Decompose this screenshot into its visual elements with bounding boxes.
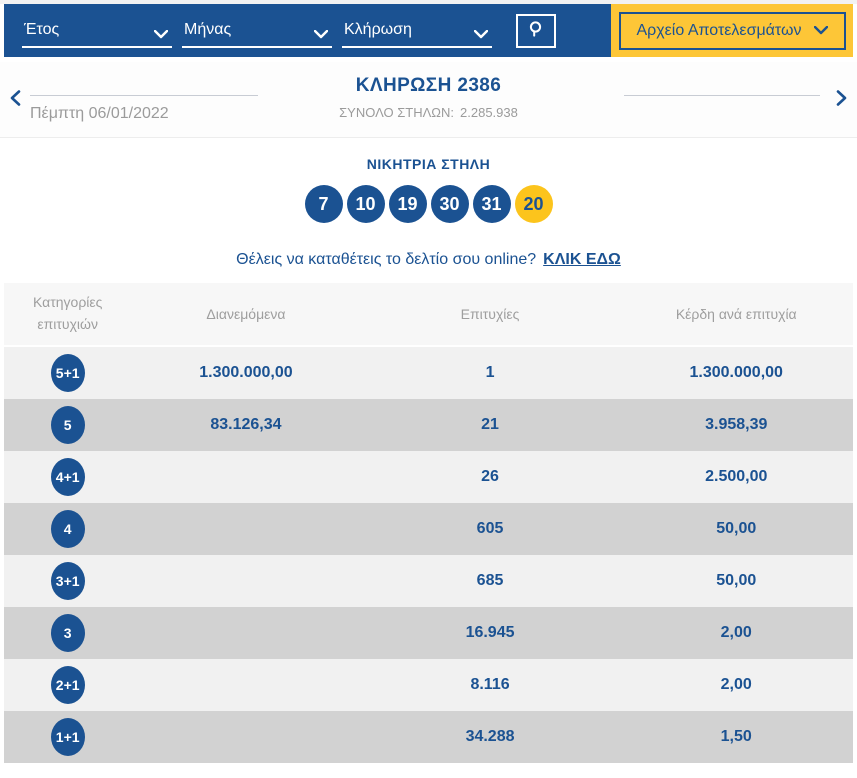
columns-total-label: ΣΥΝΟΛΟ ΣΤΗΛΩΝ:	[339, 105, 455, 120]
online-cta-line: Θέλεις να καταθέτεις το δελτίο σου onlin…	[0, 251, 857, 269]
previous-draw-button[interactable]	[8, 88, 23, 111]
click-here-link[interactable]: ΚΛΙΚ ΕΔΩ	[543, 251, 621, 268]
winners-cell: 605	[476, 520, 504, 537]
winners-cell: 1	[485, 364, 495, 381]
header-categories: Κατηγορίες επιτυχιών	[32, 294, 103, 332]
draw-title-block: ΚΛΗΡΩΣΗ 2386 ΣΥΝΟΛΟ ΣΤΗΛΩΝ: 2.285.938	[0, 75, 857, 120]
table-body: 5+1 1.300.000,00 1 1.300.000,00 5 83.126…	[4, 347, 853, 763]
prize-cell: 2,00	[720, 676, 752, 693]
winners-cell: 34.288	[465, 728, 515, 745]
draw-dropdown[interactable]: Κλήρωση	[342, 14, 492, 48]
chevron-down-icon	[474, 29, 488, 39]
chevron-down-icon	[813, 26, 828, 35]
category-badge: 2+1	[50, 666, 85, 704]
table-row: 4+1 26 2.500,00	[4, 451, 853, 503]
category-badge: 4+1	[50, 458, 85, 496]
search-icon	[527, 20, 545, 41]
year-dropdown-label: Έτος	[24, 20, 60, 38]
month-dropdown-label: Μήνας	[184, 20, 232, 38]
category-badge: 5+1	[50, 354, 85, 392]
filters-section: Έτος Μήνας Κλήρωση	[4, 4, 611, 57]
prize-cell: 1.300.000,00	[689, 364, 783, 381]
header-distributed: Διανεμόμενα	[206, 306, 286, 322]
category-badge: 4	[50, 510, 85, 548]
winning-column-heading: ΝΙΚΗΤΡΙΑ ΣΤΗΛΗ	[366, 156, 491, 172]
chevron-right-icon	[836, 90, 847, 109]
number-ball: 10	[346, 185, 385, 223]
winners-cell: 21	[481, 416, 499, 433]
winners-cell: 16.945	[465, 624, 515, 641]
table-row: 4 605 50,00	[4, 503, 853, 555]
draw-date-block: Πέμπτη 06/01/2022	[30, 95, 258, 123]
table-row: 3 16.945 2,00	[4, 607, 853, 659]
category-badge: 3	[50, 614, 85, 652]
next-draw-separator	[624, 95, 820, 96]
prize-cell: 3.958,39	[705, 416, 768, 433]
cta-text: Θέλεις να καταθέτεις το δελτίο σου onlin…	[236, 251, 537, 268]
number-ball: 19	[388, 185, 427, 223]
header-winners: Επιτυχίες	[460, 306, 520, 322]
category-badge: 3+1	[50, 562, 85, 600]
winners-cell: 8.116	[470, 676, 510, 693]
month-dropdown[interactable]: Μήνας	[182, 14, 332, 48]
year-dropdown[interactable]: Έτος	[22, 14, 172, 48]
prize-cell: 2.500,00	[705, 468, 768, 485]
winners-cell: 685	[476, 572, 504, 589]
number-ball: 31	[472, 185, 511, 223]
winning-numbers-row: 7 10 19 30 31 20	[0, 185, 857, 223]
archive-results-button[interactable]: Αρχείο Αποτελεσμάτων	[618, 11, 846, 50]
draw-title: ΚΛΗΡΩΣΗ 2386	[355, 75, 502, 96]
draw-date: Πέμπτη 06/01/2022	[30, 105, 169, 122]
winning-column-section: ΝΙΚΗΤΡΙΑ ΣΤΗΛΗ 7 10 19 30 31 20 Θέλεις ν…	[0, 138, 857, 269]
table-row: 3+1 685 50,00	[4, 555, 853, 607]
archive-section: Αρχείο Αποτελεσμάτων	[611, 4, 853, 57]
category-badge: 1+1	[50, 718, 85, 756]
draw-columns-total: ΣΥΝΟΛΟ ΣΤΗΛΩΝ: 2.285.938	[0, 105, 857, 120]
table-row: 5 83.126,34 21 3.958,39	[4, 399, 853, 451]
number-ball: 7	[304, 185, 343, 223]
archive-results-label: Αρχείο Αποτελεσμάτων	[636, 21, 802, 39]
chevron-left-icon	[10, 90, 21, 109]
next-draw-button[interactable]	[834, 88, 849, 111]
table-row: 5+1 1.300.000,00 1 1.300.000,00	[4, 347, 853, 399]
prize-results-table: Κατηγορίες επιτυχιών Διανεμόμενα Επιτυχί…	[4, 283, 853, 763]
draw-dropdown-label: Κλήρωση	[344, 20, 412, 38]
chevron-down-icon	[314, 29, 328, 39]
page-top-edge	[0, 0, 857, 4]
draw-nav-header: Πέμπτη 06/01/2022 ΚΛΗΡΩΣΗ 2386 ΣΥΝΟΛΟ ΣΤ…	[0, 62, 857, 138]
chevron-down-icon	[154, 29, 168, 39]
prize-cell: 50,00	[716, 520, 757, 537]
table-row: 2+1 8.116 2,00	[4, 659, 853, 711]
number-ball: 30	[430, 185, 469, 223]
prize-cell: 1,50	[720, 728, 752, 745]
prize-cell: 2,00	[720, 624, 752, 641]
distributed-cell: 1.300.000,00	[199, 364, 293, 381]
header-prize-per-win: Κέρδη ανά επιτυχία	[675, 306, 797, 322]
columns-total-value: 2.285.938	[460, 105, 518, 120]
table-header-row: Κατηγορίες επιτυχιών Διανεμόμενα Επιτυχί…	[4, 283, 853, 345]
prize-cell: 50,00	[716, 572, 757, 589]
category-badge: 5	[50, 406, 85, 444]
table-row: 1+1 34.288 1,50	[4, 711, 853, 763]
winners-cell: 26	[481, 468, 499, 485]
distributed-cell: 83.126,34	[210, 416, 282, 433]
joker-number-ball: 20	[514, 185, 553, 223]
search-button[interactable]	[516, 13, 556, 48]
filter-bar: Έτος Μήνας Κλήρωση Αρχείο Αποτελεσμάτων	[4, 4, 853, 57]
